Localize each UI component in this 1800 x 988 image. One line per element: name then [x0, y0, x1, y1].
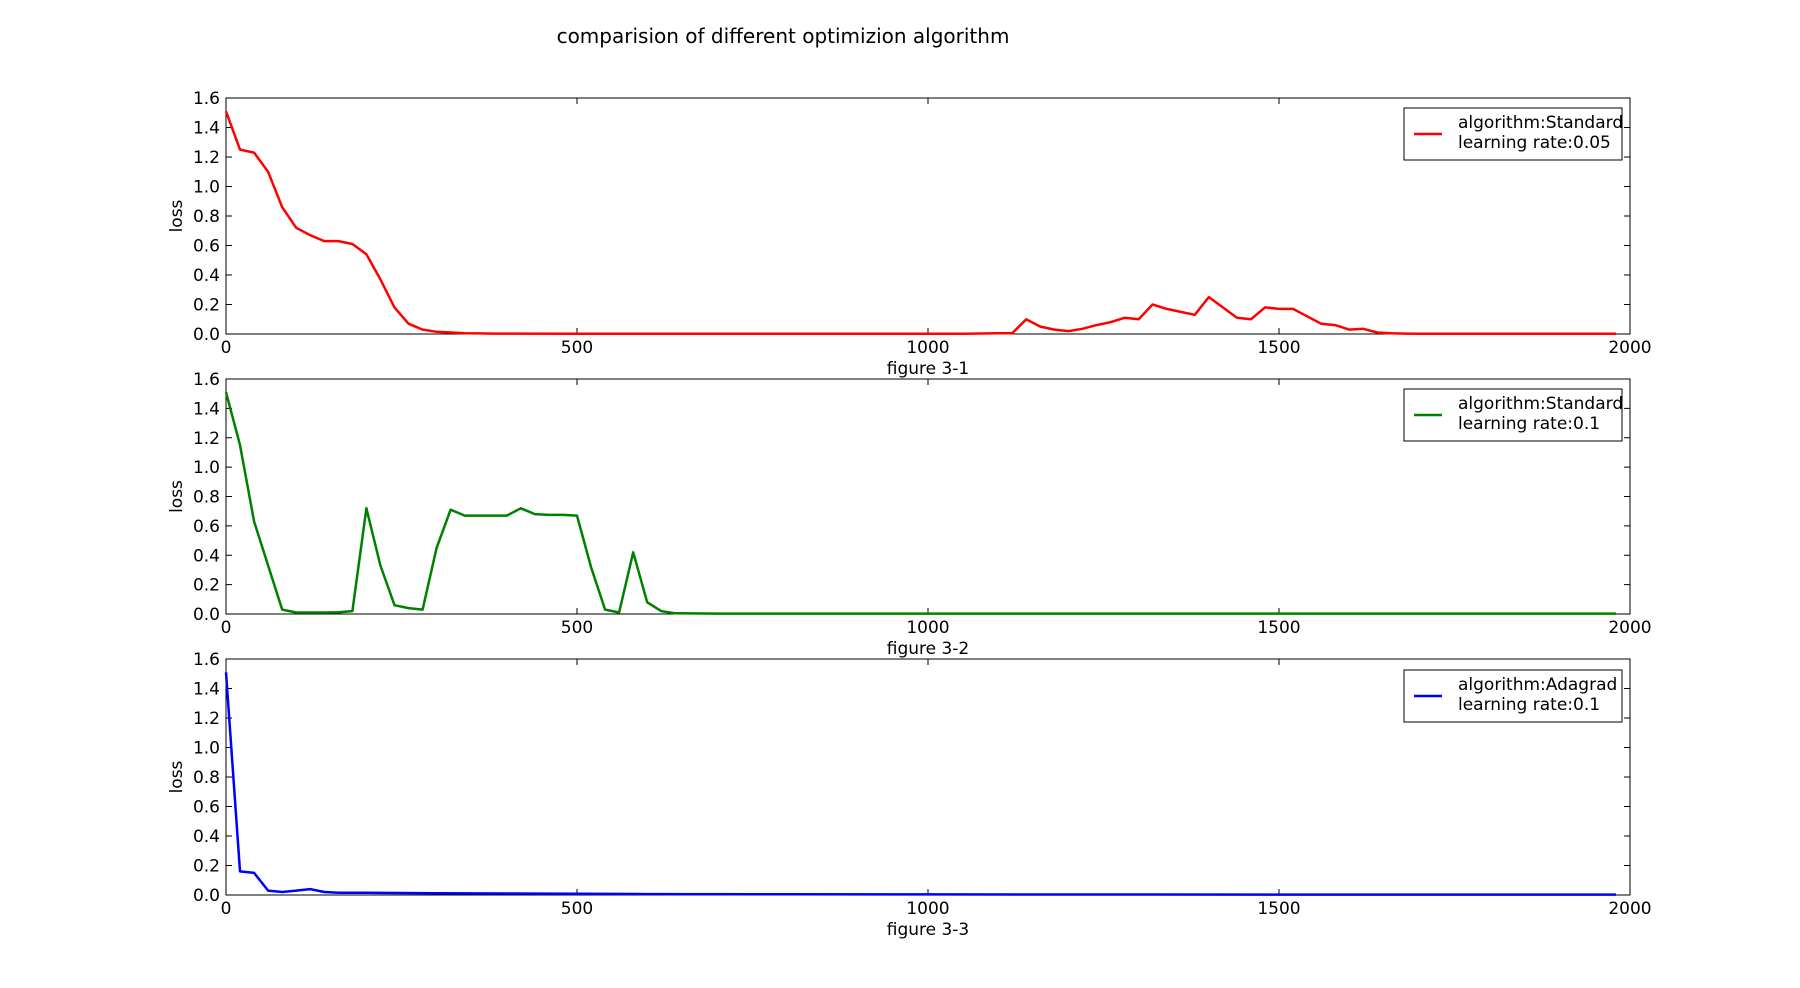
series-line: [224, 672, 1616, 896]
y-tick-label: 1.6: [193, 370, 220, 390]
x-tick-label: 2000: [1608, 899, 1651, 919]
x-tick-label: 1000: [906, 618, 949, 638]
x-tick-label: 500: [561, 899, 593, 919]
x-tick-label: 0: [221, 618, 232, 638]
legend-label: learning rate:0.1: [1458, 414, 1600, 434]
y-tick-label: 0.4: [193, 827, 220, 847]
y-tick-label: 1.6: [193, 650, 220, 670]
x-tick-label: 500: [561, 618, 593, 638]
y-tick-label: 1.0: [193, 458, 220, 478]
subplot-3: 0 500 1000 1500 2000 0.0 0.2 0.4 0.6 0.8 1.0 1.2 1.4…: [167, 650, 1652, 940]
x-axis-label: figure 3-3: [887, 920, 970, 940]
y-tick-label: 0.8: [193, 488, 220, 508]
x-tick-label: 2000: [1608, 618, 1651, 638]
y-axis-label: loss: [167, 760, 187, 793]
y-tick-label: 1.4: [193, 399, 220, 419]
series-line: [224, 110, 1616, 335]
figure-title: comparision of different optimizion algo…: [557, 24, 1010, 48]
legend-label: learning rate:0.05: [1458, 133, 1611, 153]
x-axis-label: figure 3-1: [887, 359, 970, 379]
y-tick-label: 0.8: [193, 207, 220, 227]
legend-label: algorithm:Adagrad: [1458, 675, 1617, 695]
y-tick-label: 0.8: [193, 768, 220, 788]
series-line: [224, 391, 1616, 615]
y-tick-label: 0.6: [193, 798, 220, 818]
axes-frame: [225, 97, 1631, 335]
subplot-2: 0 500 1000 1500 2000 0.0 0.2 0.4 0.6 0.8 1.0 1.2 1.4…: [167, 370, 1652, 659]
legend-label: learning rate:0.1: [1458, 695, 1600, 715]
y-tick-label: 0.2: [193, 857, 220, 877]
y-tick-label: 0.4: [193, 546, 220, 566]
x-tick-label: 0: [221, 899, 232, 919]
y-axis-label: loss: [167, 199, 187, 232]
y-tick-label: 1.6: [193, 89, 220, 109]
y-tick-label: 1.4: [193, 119, 220, 139]
subplots-container: 0 500 1000 1500 2000 0.0 0.2 0.4 0.6 0.8 1.0 1.2 1.4…: [167, 89, 1652, 940]
x-tick-label: 2000: [1608, 338, 1651, 358]
y-tick-label: 0.0: [193, 886, 220, 906]
y-tick-label: 0.6: [193, 237, 220, 257]
y-tick-label: 1.2: [193, 148, 220, 168]
y-tick-label: 0.2: [193, 296, 220, 316]
x-tick-label: 0: [221, 338, 232, 358]
y-tick-label: 0.2: [193, 576, 220, 596]
axes-frame: [225, 658, 1631, 896]
y-tick-label: 1.0: [193, 178, 220, 198]
y-tick-label: 0.0: [193, 605, 220, 625]
legend-label: algorithm:Standard: [1458, 113, 1623, 133]
x-tick-label: 500: [561, 338, 593, 358]
x-tick-label: 1500: [1257, 899, 1300, 919]
y-tick-label: 1.2: [193, 429, 220, 449]
x-tick-label: 1500: [1257, 618, 1300, 638]
y-tick-label: 1.0: [193, 739, 220, 759]
y-tick-label: 0.4: [193, 266, 220, 286]
x-tick-label: 1000: [906, 338, 949, 358]
subplot-1: 0 500 1000 1500 2000 0.0 0.2 0.4 0.6 0.8 1.0 1.2 1.4…: [167, 89, 1652, 379]
axes-frame: [225, 378, 1631, 615]
y-tick-label: 1.2: [193, 709, 220, 729]
y-tick-label: 0.6: [193, 517, 220, 537]
x-tick-label: 1500: [1257, 338, 1300, 358]
y-axis-label: loss: [167, 480, 187, 513]
x-axis-label: figure 3-2: [887, 639, 970, 659]
y-tick-label: 1.4: [193, 680, 220, 700]
y-tick-label: 0.0: [193, 325, 220, 345]
x-tick-label: 1000: [906, 899, 949, 919]
legend-label: algorithm:Standard: [1458, 394, 1623, 414]
